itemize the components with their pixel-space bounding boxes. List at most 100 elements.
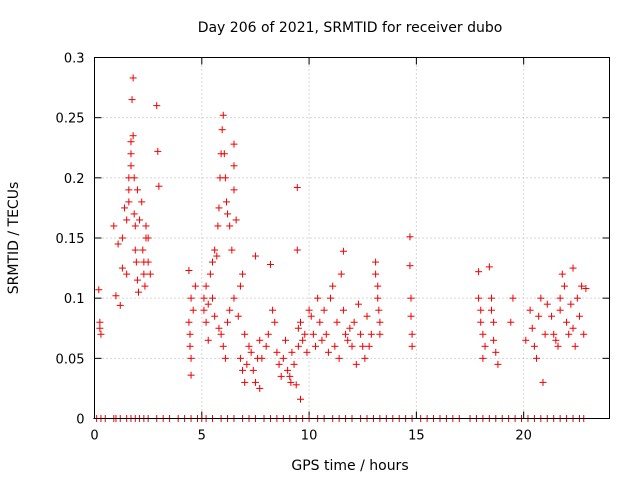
data-point xyxy=(191,282,199,290)
data-point xyxy=(292,381,300,389)
data-point xyxy=(247,348,255,356)
data-point xyxy=(127,150,135,158)
data-point xyxy=(239,270,247,278)
data-point xyxy=(155,182,163,190)
data-point xyxy=(490,336,498,344)
data-point xyxy=(224,318,232,326)
data-point xyxy=(215,324,223,332)
data-point xyxy=(567,300,575,308)
data-point xyxy=(139,246,147,254)
data-point xyxy=(376,330,384,338)
data-point xyxy=(146,270,154,278)
data-point xyxy=(141,282,149,290)
data-point xyxy=(241,330,249,338)
data-point xyxy=(275,360,283,368)
data-point xyxy=(354,300,362,308)
data-point xyxy=(241,378,249,386)
data-point xyxy=(121,204,129,212)
data-point xyxy=(256,384,264,392)
data-point xyxy=(133,276,141,284)
data-point xyxy=(266,260,274,268)
data-point xyxy=(133,186,141,194)
x-tick-label: 15 xyxy=(408,429,425,444)
data-point xyxy=(357,330,365,338)
data-point xyxy=(264,330,272,338)
data-point xyxy=(209,294,217,302)
data-point xyxy=(221,174,229,182)
data-point xyxy=(251,252,259,260)
data-point xyxy=(134,288,142,296)
data-point xyxy=(290,360,298,368)
x-tick-label: 0 xyxy=(90,429,98,444)
data-point xyxy=(350,318,358,326)
data-point xyxy=(535,312,543,320)
data-point xyxy=(226,306,234,314)
data-point xyxy=(187,294,195,302)
data-point xyxy=(314,294,322,302)
data-point xyxy=(316,318,324,326)
data-point xyxy=(578,282,586,290)
x-tick-label: 20 xyxy=(515,429,532,444)
data-point xyxy=(548,312,556,320)
data-point xyxy=(110,222,118,230)
data-point xyxy=(118,234,126,242)
data-point xyxy=(138,198,146,206)
data-point xyxy=(281,336,289,344)
axis-ticks: 0 5 10 15 20 0 0.05 0.1 0.15 0.2 0.25 0.3 xyxy=(56,52,610,444)
data-point xyxy=(543,300,551,308)
data-point xyxy=(539,378,547,386)
data-point xyxy=(256,336,264,344)
data-point xyxy=(293,246,301,254)
data-point xyxy=(558,270,566,278)
data-point xyxy=(552,336,560,344)
x-tick-label: 5 xyxy=(198,429,206,444)
data-point xyxy=(359,342,367,350)
data-point xyxy=(580,330,588,338)
data-point xyxy=(307,312,315,320)
data-point xyxy=(494,360,502,368)
data-point xyxy=(132,258,140,266)
data-point xyxy=(116,301,124,309)
data-point xyxy=(204,336,212,344)
data-point xyxy=(131,222,139,230)
data-point xyxy=(130,174,138,182)
data-point xyxy=(342,330,350,338)
data-point xyxy=(288,348,296,356)
data-point xyxy=(318,336,326,344)
data-point xyxy=(125,198,133,206)
data-point xyxy=(202,282,210,290)
data-point xyxy=(487,306,495,314)
data-point xyxy=(475,268,483,276)
data-point xyxy=(286,372,294,380)
data-point xyxy=(556,306,564,314)
data-point xyxy=(372,270,380,278)
data-point xyxy=(230,140,238,148)
data-point xyxy=(127,138,135,146)
data-point xyxy=(481,342,489,350)
data-point xyxy=(220,150,228,158)
data-point xyxy=(219,111,227,119)
data-point xyxy=(123,270,131,278)
data-point xyxy=(571,342,579,350)
data-point xyxy=(271,318,279,326)
data-point xyxy=(301,330,309,338)
data-point xyxy=(142,222,150,230)
data-point xyxy=(309,330,317,338)
data-point xyxy=(485,263,493,271)
data-point xyxy=(284,366,292,374)
data-point xyxy=(477,306,485,314)
data-point xyxy=(218,126,226,134)
data-point xyxy=(222,198,230,206)
data-point xyxy=(258,354,266,362)
data-point xyxy=(339,306,347,314)
data-point xyxy=(186,342,194,350)
data-point xyxy=(305,306,313,314)
data-point xyxy=(215,204,223,212)
data-point xyxy=(128,96,136,104)
data-point xyxy=(118,264,126,272)
plot-frame xyxy=(94,57,610,419)
data-point xyxy=(130,210,138,218)
data-point xyxy=(344,336,352,344)
data-point xyxy=(209,258,217,266)
data-point xyxy=(140,270,148,278)
